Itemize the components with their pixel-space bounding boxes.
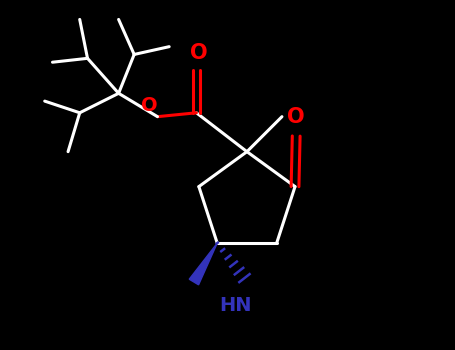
Text: O: O [190,43,207,63]
Text: HN: HN [219,296,252,315]
Text: O: O [141,96,157,115]
Polygon shape [189,243,217,285]
Text: O: O [288,107,305,127]
